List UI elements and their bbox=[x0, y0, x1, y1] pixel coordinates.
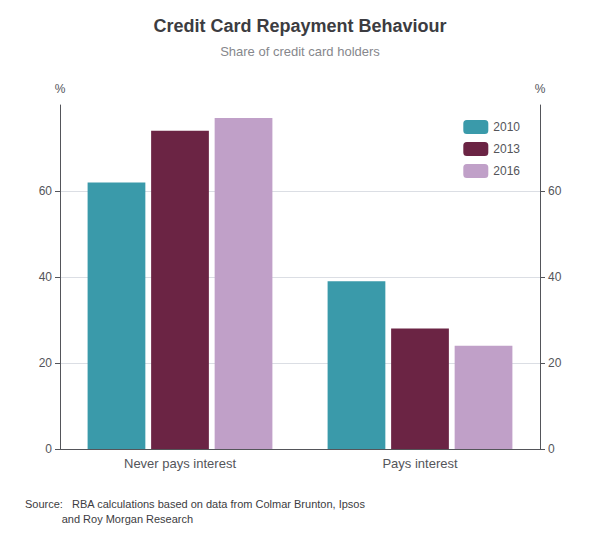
svg-text:60: 60 bbox=[548, 184, 562, 198]
svg-text:2013: 2013 bbox=[493, 142, 520, 156]
svg-text:%: % bbox=[55, 82, 66, 96]
svg-text:2010: 2010 bbox=[493, 120, 520, 134]
svg-text:%: % bbox=[535, 82, 546, 96]
svg-text:2016: 2016 bbox=[493, 164, 520, 178]
svg-text:Pays interest: Pays interest bbox=[382, 456, 458, 471]
svg-text:Source: RBA calculations bas: Source: RBA calculations based on data f… bbox=[25, 498, 365, 510]
svg-text:40: 40 bbox=[548, 270, 562, 284]
svg-text:0: 0 bbox=[45, 442, 52, 456]
svg-text:60: 60 bbox=[39, 184, 53, 198]
svg-text:40: 40 bbox=[39, 270, 53, 284]
svg-text:20: 20 bbox=[548, 356, 562, 370]
svg-text:Share of credit card holders: Share of credit card holders bbox=[220, 44, 380, 59]
svg-text:0: 0 bbox=[548, 442, 555, 456]
svg-text:Credit Card Repayment Behaviou: Credit Card Repayment Behaviour bbox=[153, 16, 446, 36]
svg-text:Never pays interest: Never pays interest bbox=[124, 456, 236, 471]
svg-text:and Roy Morgan Research: and Roy Morgan Research bbox=[25, 513, 193, 525]
svg-text:20: 20 bbox=[39, 356, 53, 370]
